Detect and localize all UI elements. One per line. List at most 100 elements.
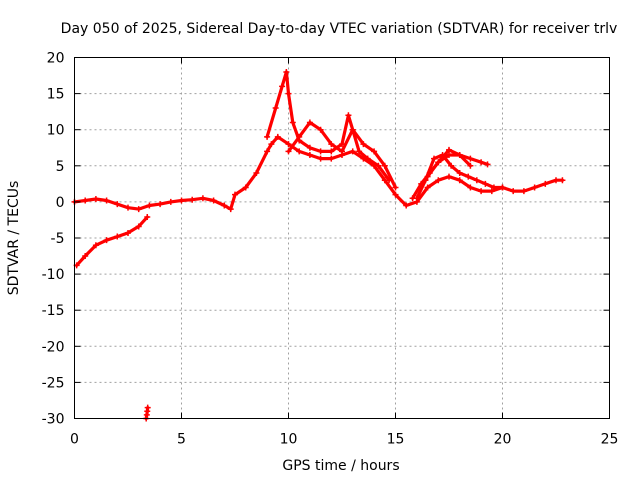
x-tick-label: 5 — [177, 432, 186, 448]
data-point — [189, 196, 196, 203]
series-layer — [71, 68, 566, 422]
data-point — [467, 162, 474, 169]
data-point — [167, 198, 174, 205]
data-point — [103, 197, 110, 204]
data-point — [242, 184, 249, 191]
data-point — [403, 202, 410, 209]
x-tick-label: 20 — [494, 432, 512, 448]
data-point — [431, 155, 438, 162]
y-tick-label: 0 — [56, 195, 65, 211]
data-point — [328, 155, 335, 162]
data-point — [285, 141, 292, 148]
data-point — [92, 242, 99, 249]
series-baseline-track — [71, 133, 566, 213]
data-point — [317, 155, 324, 162]
data-point — [473, 177, 480, 184]
data-point — [279, 83, 286, 90]
data-point — [392, 184, 399, 191]
data-point — [371, 148, 378, 155]
data-point — [221, 202, 228, 209]
series-descending-arc — [73, 214, 151, 269]
y-tick-label: -20 — [42, 339, 65, 355]
data-point — [82, 197, 89, 204]
series-line — [72, 135, 564, 211]
data-point — [531, 184, 538, 191]
y-tick-label: -10 — [42, 267, 65, 283]
series-late-track-spike — [413, 151, 506, 202]
data-point — [274, 133, 281, 140]
data-point — [135, 223, 142, 230]
data-point — [253, 170, 260, 177]
data-point — [268, 141, 275, 148]
data-point — [114, 233, 121, 240]
data-point — [520, 188, 527, 195]
data-point — [328, 141, 335, 148]
grid — [74, 57, 610, 419]
data-point — [232, 191, 238, 198]
data-point — [456, 151, 463, 158]
y-tick-label: -25 — [42, 375, 65, 391]
data-point — [360, 141, 367, 148]
data-point — [484, 161, 491, 168]
y-tick-label: -15 — [42, 303, 65, 319]
data-point — [510, 188, 517, 195]
data-point — [435, 159, 442, 166]
x-tick-label: 15 — [387, 432, 405, 448]
data-point — [144, 214, 151, 221]
data-point — [285, 90, 292, 97]
data-point — [381, 162, 388, 169]
data-point — [199, 195, 206, 202]
chart-title: Day 050 of 2025, Sidereal Day-to-day VTE… — [61, 21, 618, 37]
data-point — [446, 151, 452, 158]
data-point — [146, 202, 153, 209]
data-point — [424, 184, 431, 191]
data-point — [478, 188, 485, 195]
data-point — [125, 204, 131, 211]
data-point — [465, 173, 472, 180]
data-point — [446, 146, 452, 153]
data-point — [488, 188, 495, 195]
y-tick-label: 15 — [47, 87, 65, 103]
data-point — [82, 253, 89, 260]
data-point — [364, 155, 371, 162]
data-point — [490, 184, 497, 191]
data-point — [559, 177, 566, 184]
data-point — [296, 148, 303, 155]
data-point — [422, 177, 429, 184]
data-point — [227, 206, 234, 213]
data-point — [349, 126, 356, 133]
data-point — [328, 148, 335, 155]
data-point — [135, 206, 142, 213]
data-point — [264, 133, 271, 140]
data-point — [339, 148, 345, 155]
data-point — [306, 151, 313, 158]
data-point — [272, 105, 279, 112]
data-point — [456, 170, 463, 177]
data-point — [482, 180, 489, 187]
y-axis-label: SDTVAR / TECUs — [6, 181, 22, 296]
data-point — [210, 197, 217, 204]
data-point — [285, 148, 292, 155]
x-tick-label: 10 — [280, 432, 298, 448]
data-point — [103, 237, 110, 244]
series-secondary-track — [285, 119, 399, 191]
axis-ticks: 0 5 10 15 20 25 -30 -25 -20 -15 -10 -5 0 5 10 15 20 — [42, 51, 619, 448]
data-point — [553, 177, 559, 184]
data-point — [424, 173, 431, 180]
data-point — [446, 173, 452, 180]
data-point — [317, 148, 324, 155]
data-point — [356, 148, 363, 155]
y-tick-label: 20 — [47, 51, 65, 67]
series-late-track-mid — [424, 146, 474, 180]
data-point — [296, 133, 303, 140]
data-point — [92, 196, 99, 203]
data-point — [345, 112, 352, 119]
x-axis-label: GPS time / hours — [282, 458, 399, 474]
data-point — [178, 197, 185, 204]
data-point — [499, 184, 506, 191]
x-tick-label: 25 — [601, 432, 619, 448]
data-point — [413, 195, 420, 202]
data-point — [467, 155, 474, 162]
data-point — [157, 201, 164, 208]
